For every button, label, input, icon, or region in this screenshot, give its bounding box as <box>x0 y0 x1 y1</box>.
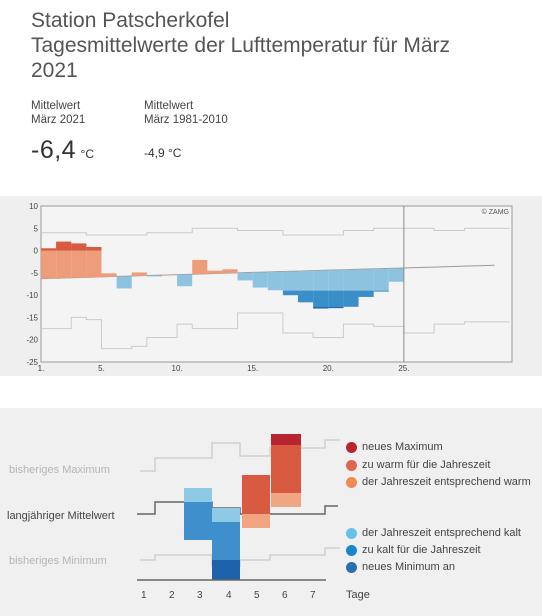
legend-prior-min-label: bisheriges Minimum <box>9 555 107 567</box>
temperature-bar-cold-excess <box>373 290 389 292</box>
y-tick-label: -5 <box>31 269 39 278</box>
legend-bar-day6-too-warm <box>271 445 301 493</box>
temperature-bar-cold-excess <box>358 290 374 297</box>
y-tick-label: 10 <box>29 202 38 211</box>
temperature-bar-warm-excess <box>71 243 87 251</box>
temperature-bar <box>267 271 283 291</box>
page-title: Station Patscherkofel Tagesmittelwerte d… <box>31 8 450 83</box>
temperature-bar-warm-excess <box>56 241 72 251</box>
legend-dot-too-warm <box>346 459 357 471</box>
legend-day-tick: 3 <box>197 590 203 601</box>
legend-illustration <box>137 434 340 581</box>
legend-item-seasonal-warm: der Jahreszeit entsprechend warm <box>346 476 531 488</box>
temperature-bar-cold-excess <box>282 290 299 296</box>
legend-dot-seasonal-warm <box>346 476 357 488</box>
legend-dot-too-cold <box>346 544 357 556</box>
temperature-bar-cold-excess <box>313 290 329 309</box>
legend-bar-day5-too-warm <box>242 475 270 514</box>
credit-label: © ZAMG <box>482 208 509 216</box>
temperature-bar-new-min <box>328 307 344 309</box>
title-line-subject: Tagesmittelwerte der Lufttemperatur für … <box>31 34 450 57</box>
legend-bar-day5-seasonal-warm <box>242 514 270 528</box>
legend-bar-day3-too-cold <box>184 502 212 540</box>
prior-maximum-line <box>41 227 510 236</box>
temperature-bar <box>282 271 299 296</box>
temperature-bar <box>373 268 389 292</box>
temperature-chart: 10 5 0 -5 -10 -15 -20 -251. 5. 10. 15. 20. 25. © ZAMG <box>26 202 513 373</box>
temperature-bar <box>388 268 404 282</box>
current-mean-value: -6,4 °C <box>31 136 94 165</box>
y-tick-label: -10 <box>26 291 38 300</box>
legend-mean-label: langjähriger Mittelwert <box>7 510 115 522</box>
legend-prior-max-line <box>140 439 340 472</box>
temperature-bar <box>177 274 193 287</box>
y-tick-label: -20 <box>26 336 38 345</box>
legend-item-too-warm: zu warm für die Jahreszeit <box>346 459 490 471</box>
x-tick-label: 20. <box>323 364 334 373</box>
legend-dot-new-max <box>346 441 357 453</box>
legend-day-tick: 7 <box>310 590 316 601</box>
prior-minimum-line <box>41 312 510 350</box>
temperature-bar <box>71 243 87 278</box>
legend-bar-day6-seasonal-warm <box>271 493 301 507</box>
legend-item-new-max: neues Maximum <box>346 441 443 453</box>
temperature-bar <box>86 247 102 278</box>
x-tick-label: 15. <box>247 364 258 373</box>
legend-prior-max-label: bisheriges Maximum <box>9 464 110 476</box>
y-tick-label: 5 <box>34 224 39 233</box>
legend-bar-day4-too-cold <box>212 522 240 560</box>
legend-dot-new-min <box>346 561 357 573</box>
temperature-bar <box>252 272 268 288</box>
legend-item-new-min: neues Minimum an <box>346 561 455 573</box>
title-line-year: 2021 <box>31 59 78 82</box>
temperature-bar <box>192 259 208 275</box>
legend-bar-day4-seasonal-cold <box>212 508 240 522</box>
y-tick-label: -15 <box>26 313 38 322</box>
temperature-bar <box>131 272 147 276</box>
temperature-bar <box>116 276 132 289</box>
current-mean-label: Mittelwert März 2021 <box>31 100 86 126</box>
current-mean-number: -6,4 <box>31 136 77 164</box>
x-tick-label: 5. <box>98 364 105 373</box>
legend-day-tick: 6 <box>282 590 288 601</box>
temperature-bar <box>101 273 117 277</box>
x-tick-label: 1. <box>38 364 45 373</box>
temperature-bar <box>358 269 374 297</box>
temperature-bar <box>146 275 162 277</box>
legend-item-seasonal-cold: der Jahreszeit entsprechend kalt <box>346 527 521 539</box>
legend-bar-day3-seasonal-cold <box>184 488 212 502</box>
y-tick-label: -25 <box>26 358 38 367</box>
temperature-bar-cold-excess <box>298 290 314 303</box>
temperature-bar <box>207 270 223 274</box>
legend-item-too-cold: zu kalt für die Jahreszeit <box>346 544 481 556</box>
temperature-bar-warm-excess <box>41 248 57 251</box>
legend-day-tick: 4 <box>226 590 232 601</box>
legend-day-tick: 1 <box>141 590 147 601</box>
x-tick-label: 25. <box>398 364 409 373</box>
temperature-bar-warm-excess <box>86 247 102 251</box>
legend-day-tick: 5 <box>254 590 260 601</box>
current-mean-unit: °C <box>80 147 95 161</box>
y-tick-label: 0 <box>34 247 39 256</box>
legend-bar-day6-new-max <box>271 434 301 445</box>
legend-day-tick: 2 <box>169 590 175 601</box>
temperature-bar <box>56 241 72 279</box>
temperature-bar-cold-excess <box>328 290 344 309</box>
x-tick-label: 10. <box>172 364 183 373</box>
legend-days-label: Tage <box>346 589 370 601</box>
normal-mean-value: -4,9 °C <box>144 146 182 160</box>
temperature-bar-cold-excess <box>343 290 359 307</box>
normal-mean-label: Mittelwert März 1981-2010 <box>144 100 228 126</box>
title-line-station: Station Patscherkofel <box>31 9 230 32</box>
temperature-bar <box>237 272 253 281</box>
legend-bar-day4-new-min <box>212 560 240 580</box>
temperature-bar <box>222 269 238 274</box>
temperature-bar-new-min <box>313 307 329 309</box>
legend-dot-seasonal-cold <box>346 527 357 539</box>
temperature-bar <box>41 248 57 279</box>
